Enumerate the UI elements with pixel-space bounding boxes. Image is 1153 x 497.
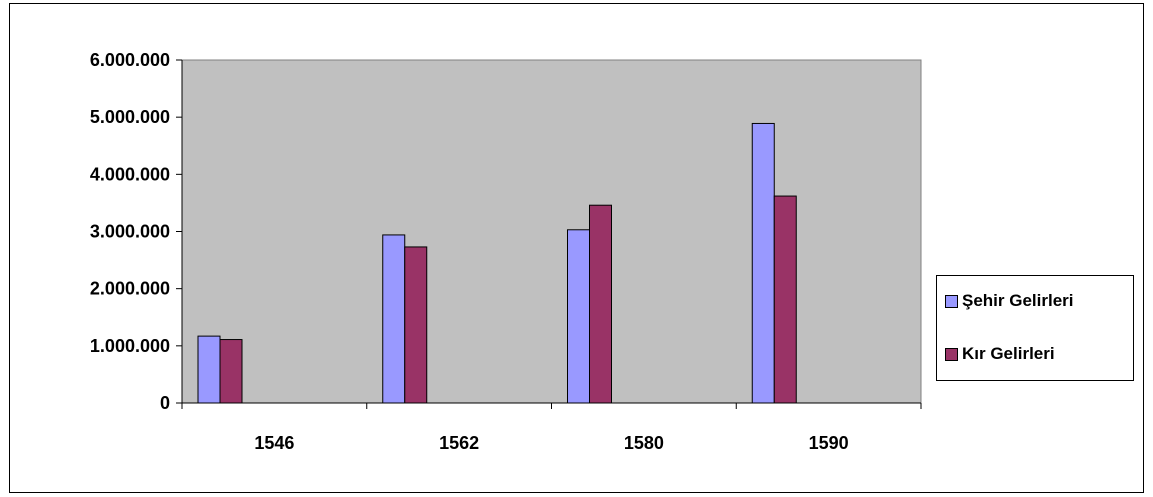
y-tick-label: 0 <box>160 393 170 413</box>
bar-sehir-1546 <box>197 335 221 404</box>
legend-swatch-sehir <box>945 294 958 308</box>
y-tick-label: 3.000.000 <box>90 222 170 242</box>
y-tick-label: 2.000.000 <box>90 279 170 299</box>
bar-kir-1562 <box>404 246 428 404</box>
plot-area <box>181 59 922 404</box>
legend-label-sehir: Şehir Gelirleri <box>962 291 1074 310</box>
y-axis: 0 1.000.000 2.000.000 3.000.000 4.000.000 5.0… <box>90 50 183 413</box>
y-tick-label: 1.000.000 <box>90 336 170 356</box>
legend-item-sehir: Şehir Gelirleri <box>945 291 1074 311</box>
bar-kir-1546 <box>219 339 243 404</box>
bar-sehir-1562 <box>382 234 406 404</box>
legend-label-kir: Kır Gelirleri <box>962 344 1055 363</box>
y-tick-label: 4.000.000 <box>90 164 170 184</box>
y-tick-label: 5.000.000 <box>90 107 170 127</box>
bar-kir-1590 <box>773 195 797 404</box>
legend-item-kir: Kır Gelirleri <box>945 344 1055 364</box>
x-tick-label: 1562 <box>439 433 479 453</box>
legend: Şehir Gelirleri Kır Gelirleri <box>936 275 1134 381</box>
x-tick-label: 1580 <box>624 433 664 453</box>
y-tick-label: 6.000.000 <box>90 50 170 70</box>
legend-swatch-kir <box>945 347 958 361</box>
x-tick-label: 1590 <box>809 433 849 453</box>
x-axis: 1546 1562 1580 1590 <box>181 402 922 453</box>
bar-kir-1580 <box>589 204 612 404</box>
bar-sehir-1580 <box>567 229 590 404</box>
bars <box>197 122 797 404</box>
bar-sehir-1590 <box>751 122 775 404</box>
x-tick-label: 1546 <box>254 433 294 453</box>
